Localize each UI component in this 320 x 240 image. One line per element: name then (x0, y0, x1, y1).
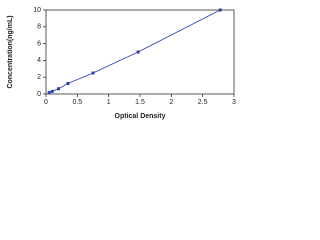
fit-line (48, 9, 221, 94)
point (57, 87, 61, 91)
x-tick-label: 1.5 (135, 99, 145, 106)
point (91, 71, 95, 75)
chart: Optical Density Concentration(ng/mL) 0 2 4… (7, 7, 236, 120)
x-tick-label: 1 (107, 99, 111, 106)
x-tick-label: 2 (169, 99, 173, 106)
y-tick-label: 10 (33, 7, 41, 14)
x-tick-label: 3 (232, 99, 236, 106)
x-axis-label: Optical Density (115, 113, 166, 120)
y-tick-label: 6 (37, 40, 41, 47)
point (47, 91, 51, 95)
x-tick-label: 0 (44, 99, 48, 106)
point (66, 82, 70, 85)
y-tick-label: 4 (37, 57, 41, 64)
point (50, 89, 54, 93)
x-tick-label: 0.5 (72, 99, 82, 106)
plot-frame (45, 9, 235, 95)
point (136, 50, 140, 54)
y-axis-label: Concentration(ng/mL) (7, 15, 14, 88)
y-tick-label: 2 (37, 74, 41, 81)
y-tick-label: 8 (37, 24, 41, 31)
point (218, 8, 222, 12)
x-tick-label: 2.5 (198, 99, 208, 106)
y-tick-label: 0 (37, 91, 41, 98)
